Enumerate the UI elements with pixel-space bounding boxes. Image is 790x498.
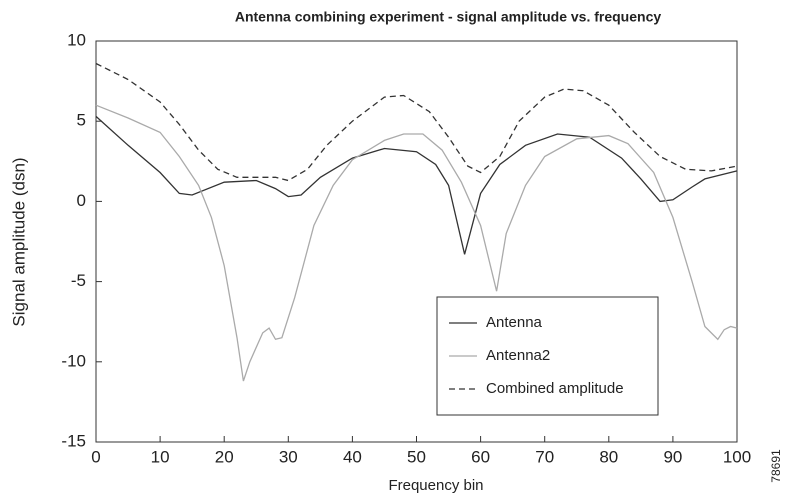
x-tick-label: 90 xyxy=(663,447,682,466)
line-series xyxy=(95,115,738,255)
x-tick-label: 80 xyxy=(599,447,618,466)
legend-label: Antenna2 xyxy=(486,347,550,364)
x-tick-label: 30 xyxy=(279,447,298,466)
x-tick-label: 20 xyxy=(215,447,234,466)
x-axis-label: Frequency bin xyxy=(388,477,483,494)
legend: Antenna Antenna2 Combined amplitude xyxy=(436,296,659,416)
x-tick-label: 10 xyxy=(151,447,170,466)
y-tick-label: -5 xyxy=(71,271,86,290)
x-tick-label: 60 xyxy=(471,447,490,466)
x-tick-label: 40 xyxy=(343,447,362,466)
y-tick-label: 10 xyxy=(67,30,86,49)
line-series xyxy=(95,104,738,382)
y-tick-label: -10 xyxy=(61,351,86,370)
x-tick-label: 70 xyxy=(535,447,554,466)
x-tick-label: 50 xyxy=(407,447,426,466)
legend-label: Antenna xyxy=(486,314,543,331)
y-tick-label: 0 xyxy=(77,191,86,210)
y-tick-label: -15 xyxy=(61,431,86,450)
y-axis-label: Signal amplitude (dsn) xyxy=(9,157,28,326)
x-tick-label: 0 xyxy=(91,447,100,466)
x-tick-label: 100 xyxy=(723,447,751,466)
figure-id: 78691 xyxy=(769,449,783,483)
chart-title: Antenna combining experiment - signal am… xyxy=(235,9,662,25)
line-series xyxy=(95,62,738,182)
legend-label: Combined amplitude xyxy=(486,380,624,397)
y-tick-label: 5 xyxy=(77,111,86,130)
